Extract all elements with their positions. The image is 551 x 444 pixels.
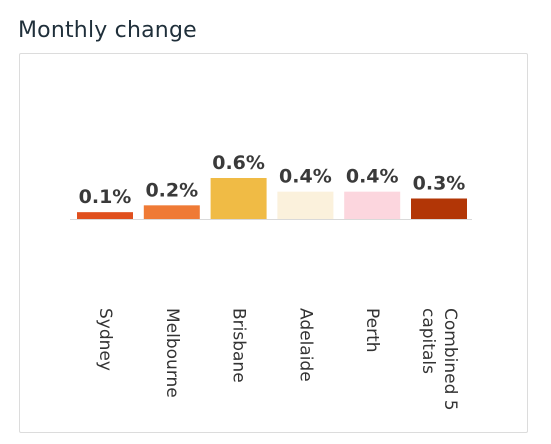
value-label-combined-5-capitals: 0.3% xyxy=(413,173,466,195)
category-label-sydney: Sydney xyxy=(95,308,115,371)
value-labels-group: 0.1% 0.2% 0.6% 0.4% 0.4% 0.3% xyxy=(79,152,466,208)
category-label-combined-5-capitals-line-1: Combined 5 xyxy=(440,308,460,411)
bar-perth xyxy=(344,191,401,219)
bar-combined-5-capitals xyxy=(411,198,467,219)
bar-melbourne xyxy=(143,205,200,219)
bars-group xyxy=(77,178,467,219)
category-labels-group: Sydney Melbourne Brisbane Adelaide Perth Comb… xyxy=(95,308,460,411)
bar-brisbane xyxy=(210,178,267,219)
value-label-perth: 0.4% xyxy=(346,166,399,188)
category-label-adelaide: Adelaide xyxy=(295,308,315,382)
bar-sydney xyxy=(77,212,133,219)
chart-card xyxy=(19,53,528,433)
chart-title: Monthly change xyxy=(18,18,197,43)
category-label-melbourne: Melbourne xyxy=(162,308,182,398)
value-label-adelaide: 0.4% xyxy=(279,166,332,188)
category-label-perth: Perth xyxy=(362,308,382,353)
value-label-brisbane: 0.6% xyxy=(212,152,265,174)
value-label-sydney: 0.1% xyxy=(79,186,132,208)
category-label-combined-5-capitals-line-2: capitals xyxy=(418,308,438,374)
bar-adelaide xyxy=(277,191,334,219)
category-label-brisbane: Brisbane xyxy=(229,308,249,383)
value-label-melbourne: 0.2% xyxy=(145,179,198,201)
